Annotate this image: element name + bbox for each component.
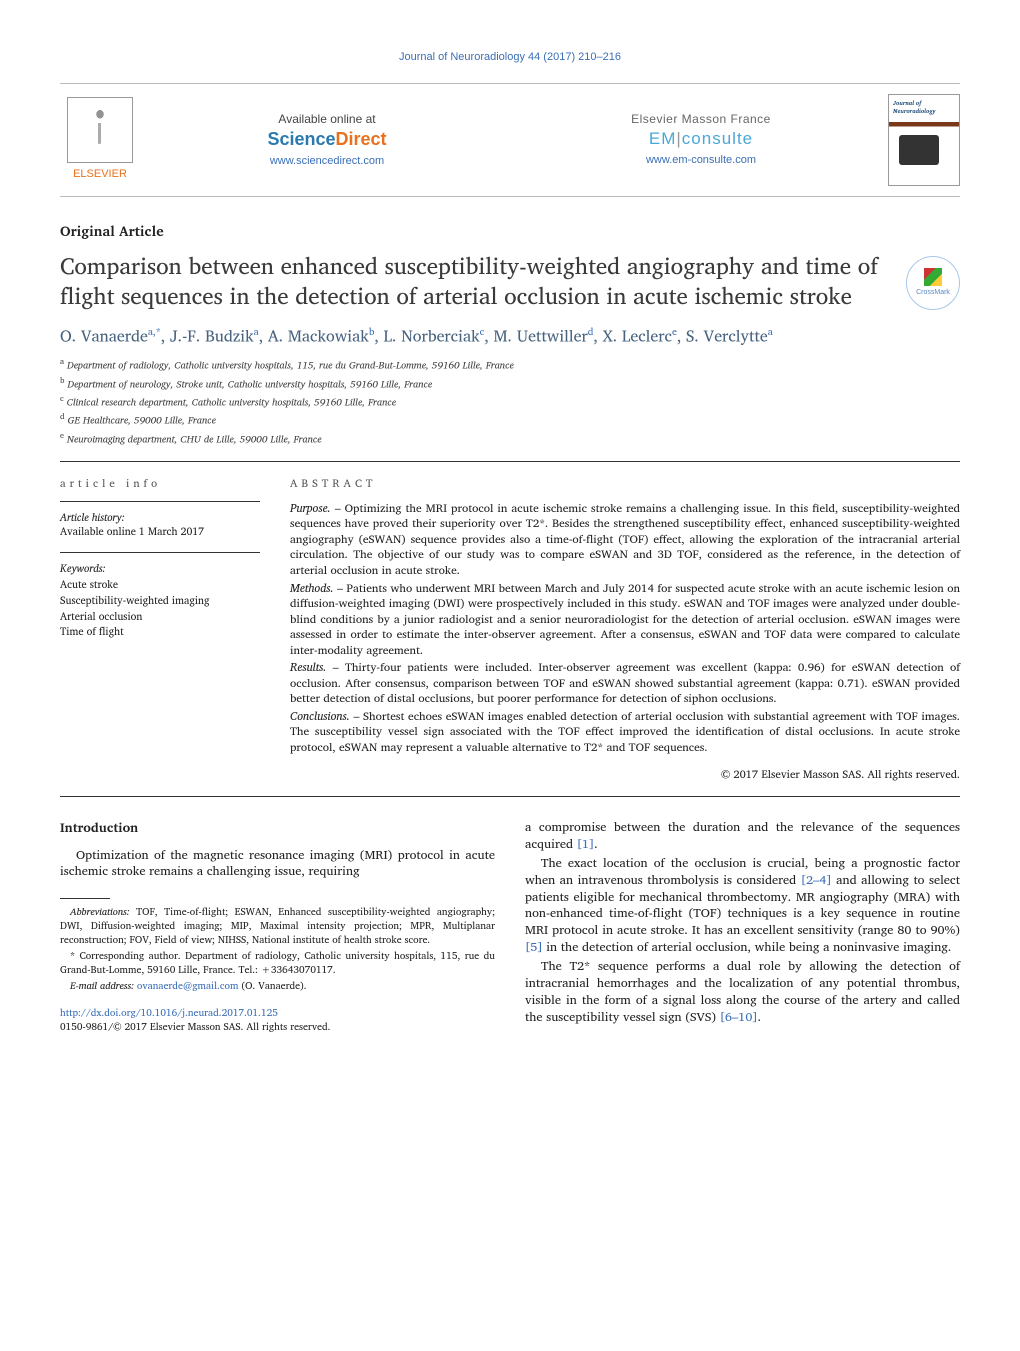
elsevier-text: ELSEVIER [73, 167, 127, 182]
body-left-column: Introduction Optimization of the magneti… [60, 819, 495, 1034]
article-history-block: Article history: Available online 1 Marc… [60, 501, 260, 538]
email-footnote: E-mail address: ovanaerde@gmail.com (O. … [60, 979, 495, 993]
intro-para-1-cont: a compromise between the duration and th… [525, 819, 960, 853]
footnotes: Abbreviations: TOF, Time-of-flight; ESWA… [60, 905, 495, 993]
abbreviations-footnote: Abbreviations: TOF, Time-of-flight; ESWA… [60, 905, 495, 947]
corresponding-author-footnote: * Corresponding author. Department of ra… [60, 949, 495, 977]
masson-label: Elsevier Masson France [514, 111, 888, 127]
authors-list: O. Vanaerdea,*, J.-F. Budzika, A. Mackow… [60, 326, 960, 348]
abstract-heading: abstract [290, 476, 960, 491]
abstract-para-text: Optimizing the MRI protocol in acute isc… [290, 499, 960, 580]
divider-rule [60, 461, 960, 462]
body-right-column: a compromise between the duration and th… [525, 819, 960, 1034]
email-who: (O. Vanaerde). [238, 978, 306, 994]
text-run: . [594, 834, 598, 854]
intro-para-1: Optimization of the magnetic resonance i… [60, 847, 495, 881]
abstract-para-text: Patients who underwent MRI between March… [290, 579, 960, 660]
em-consulte-link[interactable]: www.em-consulte.com [646, 154, 756, 166]
text-run: . [758, 1007, 762, 1027]
text-run: in the detection of arterial occlusion, … [543, 937, 952, 957]
divider-rule [60, 796, 960, 797]
article-title: Comparison between enhanced susceptibili… [60, 252, 892, 312]
citation-link[interactable]: [5] [525, 937, 543, 957]
affiliation-item: d GE Healthcare, 59000 Lille, France [60, 410, 960, 428]
article-info-heading: article info [60, 476, 260, 491]
article-type: Original Article [60, 223, 960, 242]
doi-block: http://dx.doi.org/10.1016/j.neurad.2017.… [60, 1007, 495, 1034]
history-text: Available online 1 March 2017 [60, 524, 260, 538]
abstract-para-text: Shortest echoes eSWAN images enabled det… [290, 707, 960, 757]
intro-para-2: The exact location of the occlusion is c… [525, 855, 960, 956]
abstract-para: Purpose. – Optimizing the MRI protocol i… [290, 501, 960, 579]
email-label: E-mail address: [70, 978, 137, 994]
available-online-label: Available online at [140, 111, 514, 127]
abstract-para-text: Thirty-four patients were included. Inte… [290, 658, 960, 708]
crossmark-icon [924, 268, 942, 286]
author-email-link[interactable]: ovanaerde@gmail.com [137, 978, 239, 994]
journal-cover-icon [888, 94, 960, 186]
affiliation-item: b Department of neurology, Stroke unit, … [60, 374, 960, 392]
introduction-heading: Introduction [60, 819, 495, 837]
publisher-bar: ELSEVIER Available online at ScienceDire… [60, 83, 960, 197]
keyword-item: Time of flight [60, 624, 260, 640]
elsevier-tree-icon [67, 97, 133, 163]
sd-word1: Science [267, 129, 335, 149]
em-consulte-block: Elsevier Masson France EM|consulte www.e… [514, 111, 888, 168]
abstract-copyright: © 2017 Elsevier Masson SAS. All rights r… [290, 767, 960, 782]
em-word: consulte [682, 129, 753, 148]
intro-para-3: The T2* sequence performs a dual role by… [525, 958, 960, 1026]
sd-word2: Direct [336, 129, 387, 149]
crossmark-badge[interactable]: CrossMark [906, 256, 960, 310]
citation-link[interactable]: [1] [577, 834, 595, 854]
footnote-rule [60, 898, 110, 899]
journal-citation: Journal of Neuroradiology 44 (2017) 210–… [60, 50, 960, 65]
affiliations-list: a Department of radiology, Catholic univ… [60, 355, 960, 447]
abstract-para: Methods. – Patients who underwent MRI be… [290, 581, 960, 659]
citation-link[interactable]: [6–10] [720, 1007, 758, 1027]
elsevier-logo: ELSEVIER [60, 97, 140, 182]
issn-copyright: 0150-9861/© 2017 Elsevier Masson SAS. Al… [60, 1019, 330, 1035]
em-consulte-logo: EM|consulte [514, 128, 888, 151]
abstract-para: Results. – Thirty-four patients were inc… [290, 660, 960, 707]
em-prefix: EM [649, 129, 677, 148]
sciencedirect-link[interactable]: www.sciencedirect.com [270, 155, 384, 167]
sciencedirect-logo: ScienceDirect [140, 127, 514, 151]
affiliation-item: c Clinical research department, Catholic… [60, 392, 960, 410]
abstract-para: Conclusions. – Shortest echoes eSWAN ima… [290, 709, 960, 756]
crossmark-label: CrossMark [916, 288, 950, 297]
affiliation-item: e Neuroimaging department, CHU de Lille,… [60, 429, 960, 447]
article-info-column: article info Article history: Available … [60, 476, 260, 782]
keywords-block: Keywords: Acute strokeSusceptibility-wei… [60, 552, 260, 640]
sciencedirect-block: Available online at ScienceDirect www.sc… [140, 111, 514, 169]
abstract-column: abstract Purpose. – Optimizing the MRI p… [290, 476, 960, 782]
affiliation-item: a Department of radiology, Catholic univ… [60, 355, 960, 373]
